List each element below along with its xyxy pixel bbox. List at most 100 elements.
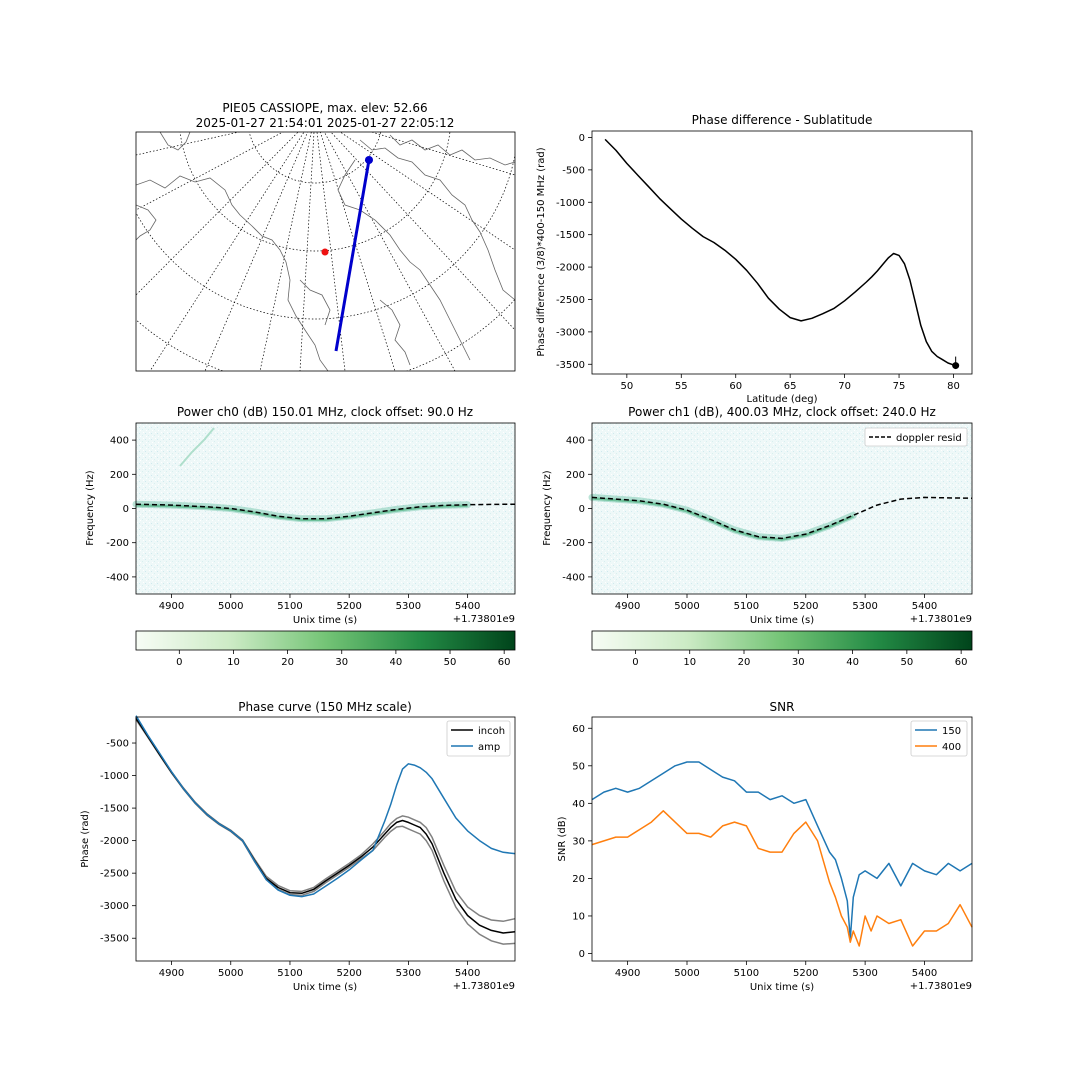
map-panel: PIE05 CASSIOPE, max. elev: 52.66 2025-01…: [135, 101, 516, 372]
phase-sublat-ytick-label: 0: [579, 133, 585, 144]
phase-sublat-series-0-line: [604, 138, 957, 367]
power-ch1-xtick-label: 4900: [615, 601, 640, 612]
colorbar-tick-label: 10: [683, 657, 696, 668]
power-ch1-series-doppler resid-line: [591, 496, 973, 540]
colorbar-tick-label: 20: [281, 657, 294, 668]
phase-curve-offset: +1.73801e9: [453, 981, 515, 992]
phase-sublat-ylabel: Phase difference (3/8)*400-150 MHz (rad): [536, 147, 547, 356]
snr-ytick-label: 60: [572, 724, 585, 735]
colorbar-ch1: 0 10 20 30 40 50 60: [591, 630, 973, 668]
colorbar-tick-label: 40: [390, 657, 403, 668]
snr-ytick-label: 40: [572, 799, 585, 810]
snr-series-150-line: [591, 761, 973, 940]
snr-panel: SNR 4900 5000 5100 5200 5300 5400 60 50 40 30 20 1…: [557, 700, 973, 993]
power-ch0-ylabel: Frequency (Hz): [85, 470, 96, 546]
phase-curve-ytick-label: -2000: [100, 836, 129, 847]
phase-curve-title: Phase curve (150 MHz scale): [238, 700, 412, 714]
colorbar-tick-label: 0: [632, 657, 638, 668]
phase-curve-xlabel: Unix time (s): [293, 982, 357, 993]
power-ch0-xtick-label: 5400: [455, 601, 480, 612]
snr-xtick-label: 5200: [793, 968, 818, 979]
power-ch1-ytick-label: -200: [562, 538, 585, 549]
power-ch0-title: Power ch0 (dB) 150.01 MHz, clock offset:…: [177, 405, 473, 419]
power-ch0-xtick-label: 5200: [336, 601, 361, 612]
power-ch0-offset: +1.73801e9: [453, 614, 515, 625]
phase-curve-xtick-label: 5300: [396, 968, 421, 979]
snr-ytick-label: 10: [572, 911, 585, 922]
power-ch1-title: Power ch1 (dB), 400.03 MHz, clock offset…: [628, 405, 936, 419]
snr-xtick-label: 5300: [852, 968, 877, 979]
phase-curve-xtick-label: 5100: [277, 968, 302, 979]
power-ch1-ytick-label: 0: [579, 504, 585, 515]
power-ch1-offset: +1.73801e9: [910, 614, 972, 625]
power-ch0-xtick-label: 5000: [218, 601, 243, 612]
phase-sublatitude-panel: Phase difference - Sublatitude 50 55 60 65 7…: [536, 113, 973, 405]
phase-sublat-xtick-label: 75: [893, 381, 906, 392]
legend-incoh: incoh: [478, 726, 505, 737]
phase-curve-xtick-label: 5200: [336, 968, 361, 979]
power-ch0-xtick-label: 5300: [396, 601, 421, 612]
phase-sublat-ytick-label: -3000: [556, 327, 585, 338]
snr-ytick-label: 50: [572, 761, 585, 772]
snr-title: SNR: [770, 700, 795, 714]
phase-sublat-title: Phase difference - Sublatitude: [692, 113, 873, 127]
snr-xtick-label: 5100: [734, 968, 759, 979]
legend-amp: amp: [478, 742, 500, 753]
snr-ylabel: SNR (dB): [557, 816, 568, 861]
phase-sublat-ytick-label: -2000: [556, 263, 585, 274]
phase-curve-legend: incoh amp: [446, 720, 511, 757]
colorbar-tick-label: 20: [738, 657, 751, 668]
colorbar-tick-label: 60: [955, 657, 968, 668]
phase-sublat-ytick-label: -1500: [556, 230, 585, 241]
phase-curve-panel: Phase curve (150 MHz scale) 4900 5000 5100…: [80, 700, 516, 993]
phase-sublat-ytick-label: -3500: [556, 360, 585, 371]
phase-sublat-ytick-label: -500: [562, 165, 585, 176]
phase-sublat-xtick-label: 80: [947, 381, 960, 392]
colorbar-tick-label: 60: [498, 657, 511, 668]
satellite-track-start: [365, 156, 373, 164]
power-ch1-xtick-label: 5100: [734, 601, 759, 612]
legend-150: 150: [942, 726, 961, 737]
power-ch1-ytick-label: 400: [566, 436, 585, 447]
power-ch1-legend: doppler resid: [864, 427, 968, 447]
power-ch0-series-doppler resid-line: [135, 503, 516, 520]
phase-sublat-xtick-label: 65: [784, 381, 797, 392]
phase-curve-xtick-label: 5400: [455, 968, 480, 979]
power-ch1-signal-core: [591, 497, 854, 541]
power-ch0-xlabel: Unix time (s): [293, 615, 357, 626]
power-ch1-panel: Power ch1 (dB), 400.03 MHz, clock offset…: [542, 405, 973, 626]
power-ch0-panel: Power ch0 (dB) 150.01 MHz, clock offset:…: [85, 405, 516, 626]
phase-curve-xtick-label: 4900: [159, 968, 184, 979]
colorbar-tick-label: 30: [792, 657, 805, 668]
phase-curve-ylabel: Phase (rad): [80, 810, 91, 868]
snr-xtick-label: 5400: [912, 968, 937, 979]
colorbar-tick-label: 40: [846, 657, 859, 668]
power-ch0-ytick-label: -200: [106, 538, 129, 549]
legend-400: 400: [942, 742, 961, 753]
snr-offset: +1.73801e9: [910, 981, 972, 992]
phase-curve-ytick-label: -500: [106, 739, 129, 750]
power-ch0-xtick-label: 4900: [159, 601, 184, 612]
map-title-line2: 2025-01-27 21:54:01 2025-01-27 22:05:12: [196, 116, 455, 130]
phase-sublat-xtick-label: 55: [675, 381, 688, 392]
power-ch1-xtick-label: 5300: [852, 601, 877, 612]
station-marker: [321, 248, 329, 256]
phase-sublat-ytick-label: -2500: [556, 295, 585, 306]
power-ch0-ytick-label: 0: [123, 504, 129, 515]
snr-ytick-label: 0: [579, 949, 585, 960]
power-ch1-xtick-label: 5400: [912, 601, 937, 612]
map-title-line1: PIE05 CASSIOPE, max. elev: 52.66: [222, 101, 427, 115]
snr-xlabel: Unix time (s): [750, 982, 814, 993]
satellite-track: [334, 159, 371, 352]
snr-xtick-label: 4900: [615, 968, 640, 979]
phase-sublat-xtick-label: 70: [838, 381, 851, 392]
phase-curve-xtick-label: 5000: [218, 968, 243, 979]
phase-sublat-xtick-label: 50: [620, 381, 633, 392]
snr-legend: 150 400: [910, 720, 968, 757]
map-coastlines: [136, 132, 515, 371]
power-ch1-ytick-label: 200: [566, 470, 585, 481]
power-ch1-spectrogram: [592, 423, 972, 594]
power-ch0-xtick-label: 5100: [277, 601, 302, 612]
power-ch1-ytick-label: -400: [562, 572, 585, 583]
